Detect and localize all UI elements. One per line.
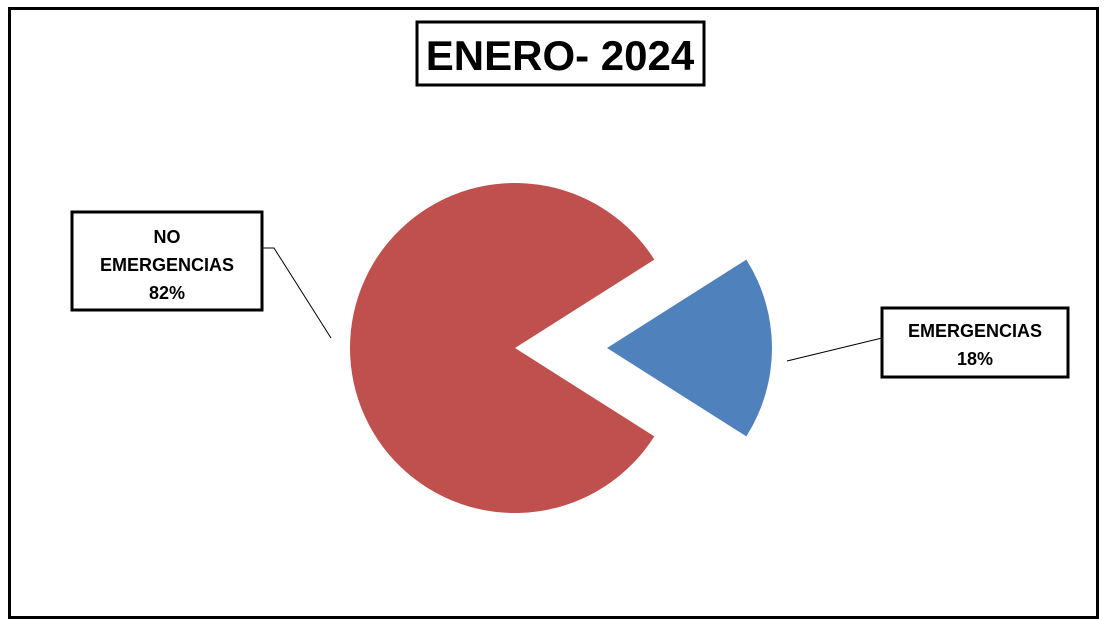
data-label-no-emergencias-percent: 82%: [149, 283, 185, 303]
data-label-emergencias-line1: EMERGENCIAS: [908, 321, 1042, 341]
pie-slice-emergencias: [607, 259, 772, 437]
pie-slice-no-emergencias: [349, 182, 655, 513]
data-label-box-emergencias: [880, 306, 1070, 379]
leader-line-emergencias: [786, 337, 883, 362]
data-label-no-emergencias-line1: NO: [154, 227, 181, 247]
chart-title-box: [415, 20, 706, 87]
data-label-emergencias-percent: 18%: [957, 349, 993, 369]
leader-line-no-emergencias: [262, 247, 332, 339]
data-label-box-no-emergencias: [70, 210, 264, 312]
chart-title: ENERO- 2024: [426, 32, 695, 79]
data-label-no-emergencias-line2: EMERGENCIAS: [100, 255, 234, 275]
